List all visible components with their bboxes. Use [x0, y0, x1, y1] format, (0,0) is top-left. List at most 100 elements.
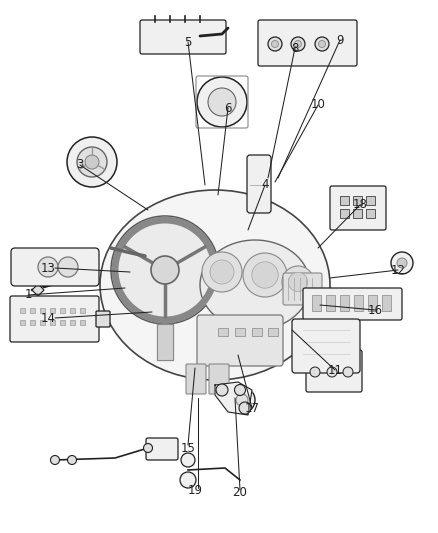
Bar	[340, 196, 349, 205]
FancyBboxPatch shape	[306, 350, 362, 392]
Ellipse shape	[229, 387, 255, 413]
Text: 5: 5	[184, 36, 192, 49]
Ellipse shape	[77, 147, 107, 177]
Bar	[340, 209, 349, 218]
FancyBboxPatch shape	[209, 364, 229, 394]
Bar	[353, 209, 362, 218]
Ellipse shape	[243, 253, 287, 297]
Bar	[252, 328, 262, 336]
FancyBboxPatch shape	[11, 248, 99, 286]
Text: 17: 17	[244, 401, 259, 415]
FancyBboxPatch shape	[283, 273, 322, 305]
Text: 4: 4	[261, 179, 269, 191]
Bar	[80, 320, 85, 325]
Ellipse shape	[202, 252, 242, 292]
Bar	[353, 196, 362, 205]
FancyBboxPatch shape	[247, 155, 271, 213]
Text: 9: 9	[336, 34, 344, 46]
Ellipse shape	[282, 266, 314, 298]
Bar	[366, 196, 375, 205]
Text: 20: 20	[233, 486, 247, 498]
Bar	[80, 308, 85, 313]
Text: 1: 1	[24, 288, 32, 302]
Ellipse shape	[67, 137, 117, 187]
Ellipse shape	[315, 37, 329, 51]
Ellipse shape	[268, 37, 282, 51]
Bar	[40, 320, 45, 325]
Polygon shape	[157, 324, 173, 360]
Ellipse shape	[327, 367, 337, 377]
Ellipse shape	[197, 77, 247, 127]
Text: 3: 3	[76, 158, 84, 172]
Bar	[382, 295, 391, 311]
Ellipse shape	[391, 252, 413, 274]
FancyBboxPatch shape	[258, 20, 357, 66]
Ellipse shape	[343, 367, 353, 377]
FancyBboxPatch shape	[292, 319, 360, 373]
Bar	[235, 328, 245, 336]
Bar	[268, 328, 278, 336]
Bar	[50, 308, 55, 313]
Ellipse shape	[216, 384, 228, 396]
Ellipse shape	[318, 41, 325, 47]
Bar	[20, 320, 25, 325]
Ellipse shape	[234, 384, 246, 395]
Bar	[20, 308, 25, 313]
Ellipse shape	[239, 402, 251, 414]
Ellipse shape	[200, 240, 310, 330]
Text: 11: 11	[328, 364, 343, 376]
Ellipse shape	[144, 443, 152, 453]
Ellipse shape	[58, 257, 78, 277]
Text: 19: 19	[187, 483, 202, 497]
Text: 6: 6	[224, 101, 232, 115]
Bar	[60, 308, 65, 313]
Ellipse shape	[288, 272, 307, 292]
Text: 15: 15	[180, 441, 195, 455]
Ellipse shape	[111, 216, 219, 324]
Bar	[50, 320, 55, 325]
Bar	[218, 328, 228, 336]
Ellipse shape	[236, 394, 248, 406]
Ellipse shape	[180, 472, 196, 488]
FancyBboxPatch shape	[10, 296, 99, 342]
Bar	[30, 320, 35, 325]
Ellipse shape	[67, 456, 77, 464]
Ellipse shape	[85, 155, 99, 169]
Ellipse shape	[252, 262, 278, 288]
Bar	[70, 308, 75, 313]
Bar	[326, 295, 335, 311]
Bar	[368, 295, 377, 311]
Ellipse shape	[100, 190, 330, 380]
Text: 14: 14	[40, 311, 56, 325]
Text: 10: 10	[311, 99, 325, 111]
Ellipse shape	[151, 256, 179, 284]
Bar	[40, 308, 45, 313]
Ellipse shape	[291, 37, 305, 51]
Bar	[70, 320, 75, 325]
Ellipse shape	[181, 453, 195, 467]
Bar	[60, 320, 65, 325]
Ellipse shape	[294, 41, 301, 47]
Text: 16: 16	[367, 303, 382, 317]
Ellipse shape	[50, 456, 60, 464]
Bar	[30, 308, 35, 313]
FancyBboxPatch shape	[146, 438, 178, 460]
FancyBboxPatch shape	[140, 20, 226, 54]
Bar	[354, 295, 363, 311]
Ellipse shape	[210, 260, 234, 284]
Bar	[312, 295, 321, 311]
Ellipse shape	[208, 88, 236, 116]
FancyBboxPatch shape	[303, 288, 402, 320]
Polygon shape	[215, 382, 252, 415]
Text: 12: 12	[391, 263, 406, 277]
Bar	[340, 295, 349, 311]
Text: 13: 13	[41, 262, 56, 274]
Ellipse shape	[38, 257, 58, 277]
Text: 8: 8	[291, 42, 299, 54]
Ellipse shape	[310, 367, 320, 377]
FancyBboxPatch shape	[330, 186, 386, 230]
FancyBboxPatch shape	[197, 315, 283, 366]
Bar	[366, 209, 375, 218]
FancyBboxPatch shape	[96, 311, 110, 327]
Polygon shape	[32, 284, 44, 296]
